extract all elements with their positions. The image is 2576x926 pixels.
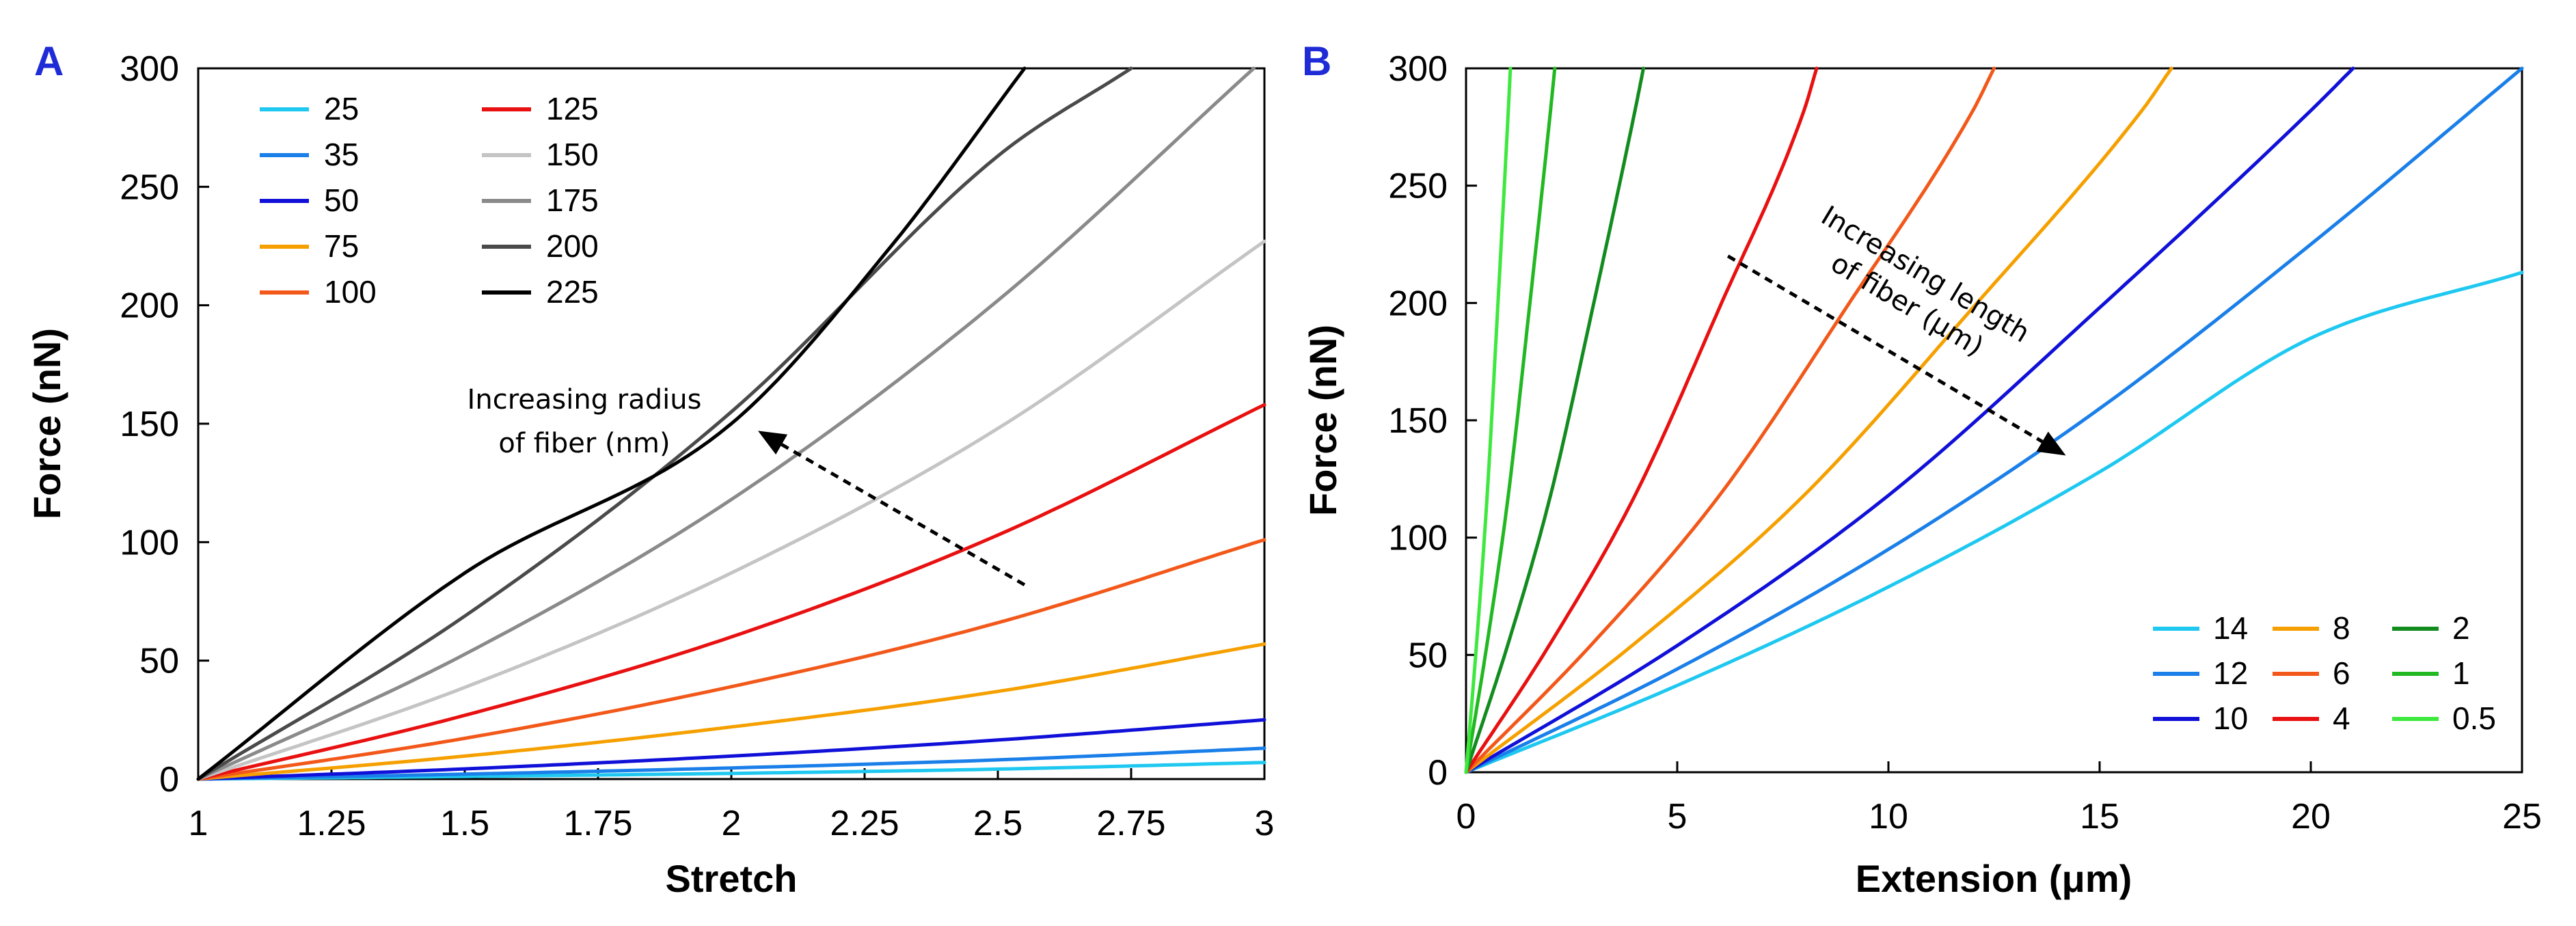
panel-a-x-tick-label: 2.75 <box>1096 804 1165 843</box>
panel-a-annotation-line-1: Increasing radius <box>467 384 702 416</box>
panel-b-series-12 <box>1464 66 2524 774</box>
panel-b-legend-label: 4 <box>2333 700 2350 736</box>
panel-b-legend-label: 0.5 <box>2452 700 2496 736</box>
panel-a-arrow-line <box>781 443 1026 586</box>
panel-b-y-axis: 0 50 100 150 200 250 300 <box>1388 49 1477 793</box>
panel-a-x-axis: 1 1.25 1.5 1.75 2 2.25 2.5 2.75 3 <box>189 768 1275 843</box>
panel-a-legend-label: 50 <box>324 182 359 218</box>
panel-a-y-tick-label: 250 <box>120 167 179 207</box>
panel-b-x-tick-label: 5 <box>1668 797 1687 836</box>
panel-b-y-tick-label: 300 <box>1388 49 1448 89</box>
panel-a-series-175 <box>196 66 1256 781</box>
panel-a-legend-label: 125 <box>546 91 599 126</box>
panel-b-series-2 <box>1464 66 1646 774</box>
panel-a-legend-label: 150 <box>546 137 599 172</box>
panel-a-legend-label: 25 <box>324 91 359 126</box>
panel-b-y-tick-label: 100 <box>1388 519 1448 558</box>
panel-b-series-6 <box>1464 66 1996 774</box>
panel-a-y-axis: 0 50 100 150 200 250 300 <box>120 49 209 800</box>
panel-b-annotation: Increasing length of fiber (μm) <box>1816 200 2035 363</box>
panel-a-annotation-line-2: of fiber (nm) <box>498 428 670 459</box>
panel-b-plot-frame <box>1465 67 2523 774</box>
panel-a-series-200 <box>196 66 1133 781</box>
panel-a-legend: 25 35 50 75 100 125 150 175 200 225 <box>260 91 599 310</box>
panel-a-y-tick-label: 150 <box>120 405 179 444</box>
panel-b-x-tick-label: 0 <box>1456 797 1476 836</box>
panel-b-y-tick-label: 0 <box>1428 753 1448 793</box>
panel-b-legend-label: 14 <box>2213 610 2248 646</box>
panel-a-legend-label: 100 <box>324 274 377 310</box>
panel-b-legend: 14 12 10 8 6 4 2 1 0.5 <box>2153 610 2496 736</box>
panel-b: B 0 5 10 15 20 25 0 50 100 150 200 250 300 Extensio… <box>1301 38 2542 900</box>
panel-b-y-label: Force (nN) <box>1301 325 1344 516</box>
panel-a-legend-label: 35 <box>324 137 359 172</box>
panel-b-arrow-head <box>2036 431 2066 456</box>
panel-a-annotation: Increasing radius of fiber (nm) <box>467 384 1026 586</box>
panel-a-y-tick-label: 100 <box>120 523 179 562</box>
panel-a-legend-label: 75 <box>324 228 359 264</box>
panel-b-y-tick-label: 250 <box>1388 167 1448 206</box>
panel-b-x-tick-label: 10 <box>1869 797 1908 836</box>
panel-a-series-125 <box>196 403 1266 781</box>
panel-b-legend-label: 8 <box>2333 610 2350 646</box>
panel-b-x-axis: 0 5 10 15 20 25 <box>1456 761 2542 836</box>
panel-a-series-50 <box>196 718 1266 781</box>
panel-a-legend-label: 225 <box>546 274 599 310</box>
panel-a-series-75 <box>196 642 1266 781</box>
panel-a-y-tick-label: 0 <box>159 760 179 800</box>
panel-b-series-14 <box>1464 271 2524 774</box>
panel-a-y-tick-label: 200 <box>120 286 179 326</box>
panel-b-series <box>1464 66 2524 774</box>
panel-a-legend-label: 175 <box>546 182 599 218</box>
panel-a-label: A <box>34 38 64 84</box>
panel-b-series-1 <box>1464 66 1557 774</box>
panel-b-y-tick-label: 200 <box>1388 284 1448 323</box>
panel-a-x-tick-label: 1.75 <box>563 804 632 843</box>
panel-a-series-100 <box>196 538 1266 781</box>
panel-a-x-tick-label: 1.5 <box>440 804 489 843</box>
panel-b-y-tick-label: 150 <box>1388 401 1448 441</box>
panel-b-legend-label: 2 <box>2452 610 2470 646</box>
panel-b-x-tick-label: 15 <box>2080 797 2119 836</box>
panel-b-series-8 <box>1464 66 2173 774</box>
panel-a-y-tick-label: 300 <box>120 49 179 89</box>
panel-b-legend-label: 1 <box>2452 655 2470 691</box>
panel-b-series-10 <box>1464 66 2355 774</box>
panel-a-legend-label: 200 <box>546 228 599 264</box>
panel-a-series-35 <box>196 746 1266 781</box>
panel-a-x-tick-label: 1.25 <box>297 804 366 843</box>
panel-a-series-225 <box>196 66 1027 781</box>
panel-a-y-tick-label: 50 <box>139 642 179 681</box>
panel-b-arrow-line <box>1726 254 2044 444</box>
panel-a-x-tick-label: 3 <box>1255 804 1275 843</box>
panel-a-arrow-head <box>758 431 788 455</box>
panel-b-legend-label: 12 <box>2213 655 2248 691</box>
panel-b-y-tick-label: 50 <box>1408 636 1448 675</box>
panel-a-x-tick-label: 2 <box>722 804 742 843</box>
panel-a-x-label: Stretch <box>666 857 798 900</box>
panel-a-x-tick-label: 2.5 <box>973 804 1022 843</box>
panel-b-label: B <box>1302 38 1331 84</box>
panel-b-x-label: Extension (μm) <box>1856 857 2132 900</box>
panel-a: A 1 1.25 1.5 1.75 2 2.25 2.5 2.75 3 0 50 100 150 200… <box>25 38 1274 900</box>
panel-b-x-tick-label: 25 <box>2502 797 2542 836</box>
panel-a-y-label: Force (nN) <box>25 328 68 519</box>
panel-a-x-tick-label: 1 <box>189 804 208 843</box>
panel-b-series-0_5 <box>1464 66 1513 774</box>
panel-a-series-150 <box>196 239 1266 781</box>
panel-b-series-4 <box>1464 66 1819 774</box>
panel-a-series <box>196 66 1266 781</box>
panel-a-x-tick-label: 2.25 <box>830 804 899 843</box>
panel-b-x-tick-label: 20 <box>2291 797 2331 836</box>
panel-b-legend-label: 10 <box>2213 700 2248 736</box>
panel-b-legend-label: 6 <box>2333 655 2350 691</box>
